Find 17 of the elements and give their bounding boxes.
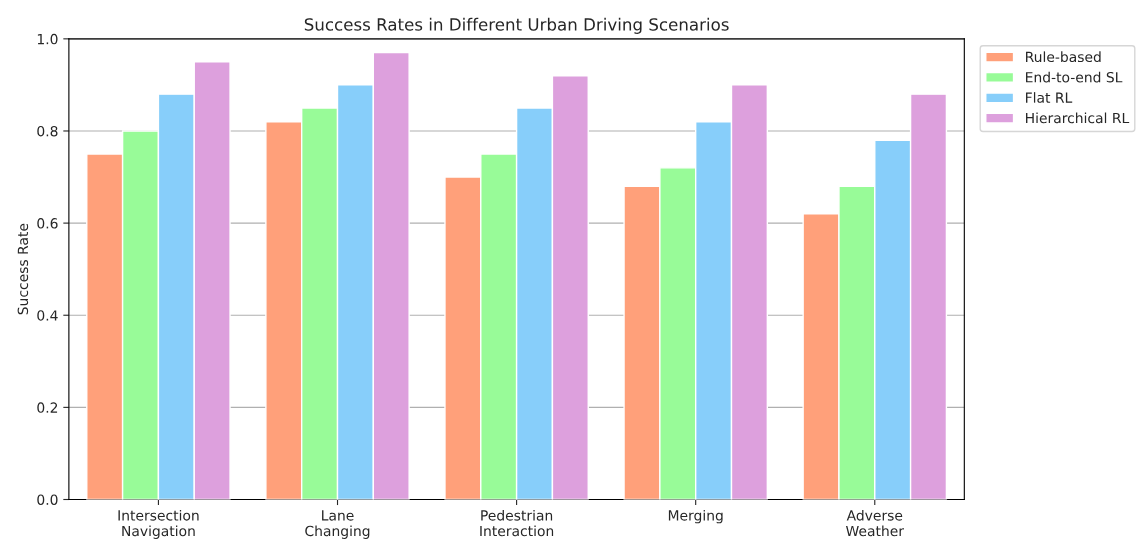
y-tick-label: 0.2	[37, 402, 58, 413]
y-axis-title: Success Rate	[17, 223, 29, 315]
y-tick-label: 0.8	[37, 125, 58, 137]
x-tick-label: Merging	[668, 509, 723, 524]
legend-label: Rule-based	[1026, 51, 1101, 63]
legend-label: End-to-end SL	[1026, 71, 1123, 83]
chart-title: Success Rates in Different Urban Driving Scenarios	[304, 17, 729, 34]
x-tick-label: Adverse Weather	[846, 509, 905, 537]
y-tick-label: 1.0	[37, 33, 58, 45]
y-tick-label: 0.0	[37, 494, 58, 505]
x-tick-label: Pedestrian Interaction	[480, 509, 554, 537]
legend-label: Hierarchical RL	[1026, 112, 1130, 124]
x-tick-label: Lane Changing	[305, 510, 370, 539]
legend-label: Flat RL	[1026, 92, 1073, 103]
x-tick-label: Intersection Navigation	[118, 509, 199, 539]
y-tick-label: 0.4	[37, 310, 58, 321]
y-tick-label: 0.6	[37, 218, 58, 229]
